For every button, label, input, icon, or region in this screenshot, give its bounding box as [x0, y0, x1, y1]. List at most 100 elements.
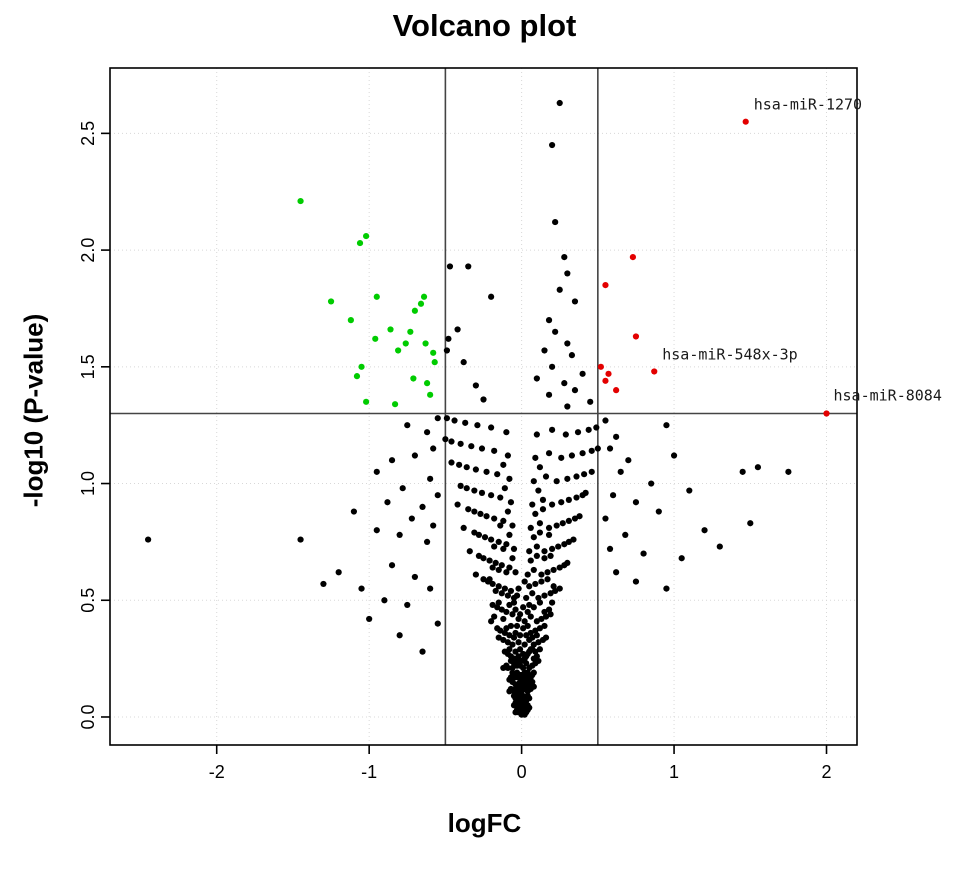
data-point-not-significant	[556, 585, 563, 592]
data-point-not-significant	[516, 646, 524, 653]
data-point-not-significant	[448, 459, 455, 466]
data-point-not-significant	[529, 634, 536, 641]
data-point-not-significant	[463, 464, 470, 471]
data-point-not-significant	[568, 452, 576, 459]
data-point-not-significant	[526, 583, 533, 590]
data-point-not-significant	[561, 380, 568, 387]
data-point-not-significant	[507, 622, 515, 630]
data-point-significant-up	[651, 368, 658, 375]
data-point-not-significant	[541, 608, 548, 616]
y-tick-label: 0.0	[78, 704, 98, 729]
data-point-not-significant	[527, 557, 534, 564]
data-point-not-significant	[419, 503, 426, 510]
data-point-not-significant	[515, 688, 522, 695]
data-point-not-significant	[545, 317, 553, 324]
data-point-not-significant	[434, 620, 441, 627]
data-point-not-significant	[568, 352, 576, 359]
data-point-not-significant	[320, 580, 327, 588]
data-point-not-significant	[571, 387, 579, 394]
data-point-not-significant	[524, 676, 531, 683]
data-point-not-significant	[561, 541, 568, 548]
data-point-not-significant	[536, 464, 544, 471]
data-point-not-significant	[516, 611, 524, 618]
data-point-significant-down	[402, 340, 409, 347]
data-point-not-significant	[552, 218, 559, 226]
data-point-not-significant	[593, 424, 600, 431]
data-point-not-significant	[512, 674, 519, 681]
data-point-not-significant	[510, 594, 518, 602]
data-point-not-significant	[399, 485, 406, 492]
data-point-not-significant	[545, 391, 553, 398]
data-point-not-significant	[530, 604, 537, 611]
data-point-not-significant	[524, 571, 531, 578]
data-point-not-significant	[663, 422, 670, 429]
data-point-not-significant	[561, 253, 568, 261]
data-point-not-significant	[396, 632, 403, 639]
data-point-not-significant	[463, 485, 470, 492]
data-point-not-significant	[521, 641, 528, 648]
data-point-not-significant	[550, 566, 557, 574]
threshold-lines	[110, 68, 857, 745]
data-point-not-significant	[491, 515, 498, 522]
data-point-not-significant	[545, 450, 553, 457]
axis-ticks: -2 -1 0 1 2 0.0 0.5 1.0 1.5 2.0 2.5	[78, 121, 832, 782]
data-point-significant-down	[420, 293, 428, 300]
data-point-not-significant	[542, 613, 550, 620]
data-point-not-significant	[594, 445, 601, 452]
data-point-not-significant	[524, 608, 531, 616]
data-point-not-significant	[533, 543, 540, 550]
data-point-not-significant	[460, 359, 467, 366]
data-point-not-significant	[602, 515, 609, 522]
data-point-not-significant	[515, 585, 522, 592]
data-point-not-significant	[648, 480, 655, 487]
data-point-not-significant	[545, 606, 553, 613]
data-point-not-significant	[510, 634, 518, 641]
data-point-not-significant	[579, 370, 586, 377]
data-point-not-significant	[483, 468, 490, 475]
data-point-not-significant	[515, 639, 522, 646]
data-point-not-significant	[478, 445, 486, 452]
data-point-not-significant	[541, 548, 548, 555]
data-point-not-significant	[678, 555, 685, 562]
data-point-not-significant	[574, 429, 582, 436]
data-point-not-significant	[516, 678, 524, 686]
data-point-not-significant	[527, 681, 534, 688]
data-point-not-significant	[538, 615, 545, 623]
data-point-not-significant	[533, 653, 540, 660]
data-point-not-significant	[542, 473, 550, 480]
data-point-not-significant	[526, 695, 533, 702]
data-point-not-significant	[521, 702, 528, 709]
data-point-not-significant	[521, 618, 528, 625]
data-point-significant-up	[605, 370, 612, 377]
data-point-not-significant	[549, 426, 556, 433]
data-point-not-significant	[466, 548, 473, 555]
mirna-label: hsa-miR-1270	[754, 96, 862, 114]
data-point-not-significant	[504, 664, 511, 672]
x-tick-label: -1	[361, 762, 377, 782]
data-point-not-significant	[456, 461, 463, 468]
data-point-not-significant	[507, 674, 515, 681]
data-point-not-significant	[500, 461, 507, 468]
data-point-not-significant	[515, 653, 522, 660]
data-point-not-significant	[555, 543, 562, 550]
data-point-not-significant	[512, 648, 519, 655]
data-point-not-significant	[481, 534, 489, 541]
data-point-not-significant	[408, 515, 415, 522]
data-point-not-significant	[471, 529, 478, 536]
y-tick-label: 2.0	[78, 238, 98, 263]
data-point-not-significant	[145, 536, 152, 543]
data-point-not-significant	[536, 529, 544, 536]
data-point-significant-up	[629, 253, 637, 261]
data-point-not-significant	[471, 508, 478, 515]
plot-border	[109, 67, 858, 746]
data-point-not-significant	[498, 562, 505, 569]
data-point-significant-up	[823, 410, 830, 417]
data-point-not-significant	[504, 508, 511, 515]
data-point-significant-down	[431, 359, 438, 366]
data-point-not-significant	[538, 571, 545, 578]
data-point-significant-down	[395, 347, 402, 354]
data-point-not-significant	[495, 566, 502, 574]
data-point-not-significant	[480, 576, 487, 583]
data-point-not-significant	[564, 403, 571, 410]
